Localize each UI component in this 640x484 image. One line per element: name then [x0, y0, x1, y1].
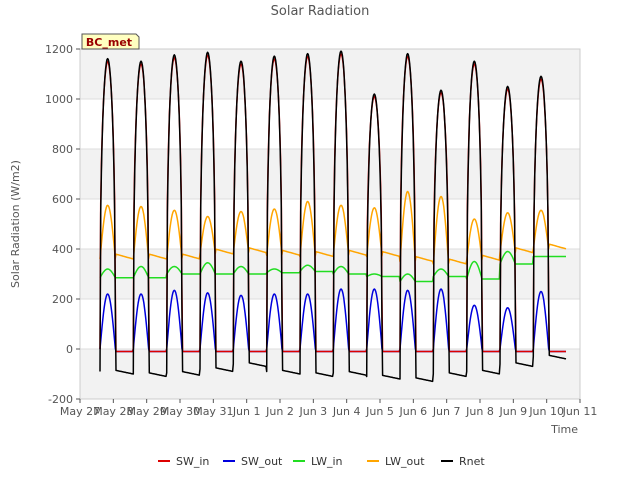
- legend-label: Rnet: [459, 455, 485, 468]
- site-label-box: BC_met: [81, 33, 140, 50]
- legend-entry: LW_in: [293, 455, 343, 468]
- legend-label: SW_in: [176, 455, 209, 468]
- legend-label: LW_out: [385, 455, 425, 468]
- y-tick-label: 0: [66, 343, 73, 356]
- x-tick-label: Jun 9: [498, 405, 527, 418]
- x-tick-label: Jun 5: [365, 405, 394, 418]
- legend-entry: SW_out: [223, 455, 283, 468]
- y-tick-label: 1200: [45, 43, 73, 56]
- plot-frame: [79, 48, 581, 400]
- x-tick-label: Jun 10: [528, 405, 564, 418]
- x-tick-label: Jun 4: [332, 405, 361, 418]
- legend-entry: LW_out: [367, 455, 425, 468]
- y-tick-label: 600: [52, 193, 73, 206]
- legend-label: LW_in: [311, 455, 343, 468]
- x-tick-label: May 28: [93, 405, 133, 418]
- legend-entry: Rnet: [441, 455, 485, 468]
- legend-entry: SW_in: [158, 455, 209, 468]
- site-label: BC_met: [86, 36, 132, 49]
- y-axis-label: Solar Radiation (W/m2): [9, 160, 22, 288]
- y-tick-label: 200: [52, 293, 73, 306]
- x-axis-label: Time: [550, 423, 578, 436]
- legend: SW_in SW_out LW_in LW_out Rnet: [158, 455, 485, 468]
- x-tick-label: May 30: [160, 405, 200, 418]
- x-tick-label: Jun 6: [398, 405, 427, 418]
- x-tick-label: Jun 8: [465, 405, 494, 418]
- y-tick-label: 800: [52, 143, 73, 156]
- x-tick-label: May 31: [193, 405, 233, 418]
- x-tick-label: Jun 1: [232, 405, 261, 418]
- grid-band: [80, 49, 580, 99]
- y-tick-label: 1000: [45, 93, 73, 106]
- x-tick-label: Jun 11: [562, 405, 598, 418]
- y-tick-label: 400: [52, 243, 73, 256]
- legend-label: SW_out: [241, 455, 283, 468]
- x-tick-label: Jun 2: [265, 405, 294, 418]
- x-tick-label: May 27: [60, 405, 100, 418]
- grid-band: [80, 149, 580, 199]
- x-tick-label: Jun 7: [432, 405, 461, 418]
- series-line-rnet: [99, 50, 567, 383]
- x-tick-label: Jun 3: [298, 405, 327, 418]
- chart-title: Solar Radiation: [271, 4, 370, 19]
- x-tick-label: May 29: [127, 405, 167, 418]
- y-tick-label: -200: [48, 393, 73, 406]
- series-line-lw-out: [99, 190, 567, 265]
